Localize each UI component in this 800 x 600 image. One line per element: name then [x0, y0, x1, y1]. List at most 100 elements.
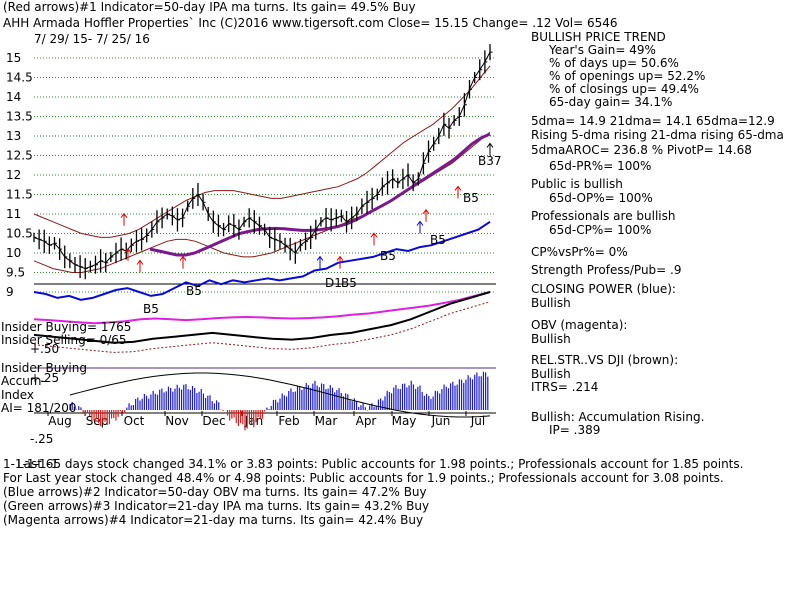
lower-band-line: [33, 131, 491, 273]
price-close-line: [33, 51, 491, 270]
insider-buying-count: Insider Buying= 1765: [1, 320, 132, 334]
closing-power-label: CLOSING POWER (blue):: [531, 282, 676, 296]
prof-title: Professionals are bullish: [531, 209, 676, 223]
month-label: Dec: [202, 414, 225, 428]
closing-power-line: [33, 220, 491, 301]
month-label: Jun: [431, 414, 451, 428]
years-gain: Year's Gain= 49%: [549, 43, 656, 57]
annotation-label: B5: [463, 191, 479, 205]
signal-arrow-head: [136, 259, 144, 265]
insider-selling-count: Insider Selling= 0/65: [1, 333, 127, 347]
cp-vs-pr: CP%vsPr%= 0%: [531, 245, 628, 259]
public-title: Public is bullish: [531, 177, 623, 191]
relative-strength-line: [33, 291, 491, 344]
footer-line-5: (Magenta arrows)#4 Indicator=21-day ma t…: [3, 513, 424, 527]
pct-closings-up: % of closings up= 49.4%: [549, 82, 699, 96]
accumulation-ma-curve: [69, 372, 491, 418]
pr-line: 65d-PR%= 100%: [549, 159, 652, 173]
relstr-status: Bullish: [531, 367, 571, 381]
relstr-label: REL.STR..VS DJI (brown):: [531, 353, 679, 367]
y-tick-label: 12: [6, 168, 21, 182]
month-label: Apr: [356, 414, 377, 428]
signal-arrows: [120, 142, 494, 273]
month-label: Oct: [124, 414, 145, 428]
footer-line-2: For Last year stock changed 48.4% or 4.9…: [3, 471, 724, 485]
axis-label-minus25: -.25: [30, 432, 54, 446]
signal-arrow-head: [454, 185, 462, 191]
footer-line-4: (Green arrows)#3 Indicator=21-day IPA ma…: [3, 499, 430, 513]
signal-arrow-head: [124, 247, 132, 254]
dma-line: 5dma= 14.9 21dma= 14.1 65dma=12.9: [531, 114, 775, 128]
y-tick-label: 11: [6, 207, 21, 221]
x-axis-month-labels: Aug Sep Oct Nov Dec Jan Feb Mar Apr May Jun Jul: [47, 411, 485, 428]
strength-line: Strength Profess/Pub= .9: [531, 263, 682, 277]
y-tick-label: 11.5: [6, 188, 33, 202]
upper-band-line: [33, 65, 491, 238]
y-tick-label: 14: [6, 90, 21, 104]
annotation-label: B37: [478, 154, 502, 168]
annotation-label: B5: [143, 302, 159, 316]
pct-openings-up: % of openings up= 52.2%: [549, 69, 706, 83]
ai-label: AI= 181/200: [1, 401, 77, 415]
y-tick-label: 15: [6, 51, 21, 65]
y-tick-label: 9.5: [6, 266, 25, 280]
rising-line: Rising 5-dma rising 21-dma rising 65-dma: [531, 128, 784, 142]
footer-overlap: 1-1-1-1-1: [3, 457, 59, 471]
y-tick-label: 10.5: [6, 227, 33, 241]
signal-arrow-head: [370, 232, 378, 238]
y-tick-label: 13: [6, 129, 21, 143]
accumulation-bars: [69, 371, 489, 431]
itrs-value: ITRS= .214: [531, 380, 599, 394]
ip-value: IP= .389: [549, 423, 601, 437]
obv-label: OBV (magenta):: [531, 318, 628, 332]
obv-status: Bullish: [531, 332, 571, 346]
y-tick-label: 14.5: [6, 71, 33, 85]
month-label: Jul: [470, 414, 485, 428]
trend-title: BULLISH PRICE TREND: [531, 30, 666, 44]
y-tick-label: 13.5: [6, 110, 33, 124]
annotation-label: B5: [341, 276, 357, 290]
y-tick-label: 10: [6, 246, 21, 260]
indicator-line: (Red arrows)#1 Indicator=50-day IPA ma t…: [3, 0, 416, 14]
ma65-line: [149, 132, 491, 257]
signal-arrow-head: [486, 142, 494, 148]
axis-label-plus50: +.50: [30, 342, 60, 356]
month-label: May: [392, 414, 417, 428]
closing-power-status: Bullish: [531, 296, 571, 310]
accum-label: Accum-: [1, 374, 46, 388]
op-line: 65d-OP%= 100%: [549, 191, 653, 205]
month-label: Nov: [165, 414, 188, 428]
index-label: Index: [1, 388, 35, 402]
y-tick-label: 9: [6, 285, 14, 299]
price-grid: [34, 57, 496, 293]
signal-arrow-head: [416, 220, 424, 226]
signal-arrow-head: [422, 208, 430, 215]
pct-days-up: % of days up= 50.6%: [549, 56, 679, 70]
annotation-label: B5: [380, 249, 396, 263]
gain-65: 65-day gain= 34.1%: [549, 95, 673, 109]
signal-arrow-head: [120, 212, 128, 218]
footer-line-3: (Blue arrows)#2 Indicator=50-day OBV ma …: [3, 485, 427, 499]
month-label: Aug: [48, 414, 71, 428]
footer-line-1: Last 65 days stock changed 34.1% or 3.83…: [17, 457, 744, 471]
signal-arrow-head: [336, 255, 344, 261]
insider-buying-label: Insider Buying: [1, 361, 87, 375]
annotation-label: B5: [430, 233, 446, 247]
annotation-label: B5: [186, 284, 202, 298]
cp-line: 65d-CP%= 100%: [549, 223, 652, 237]
annotation-label: D1: [325, 276, 342, 290]
aroc-line: 5dmaAROC= 236.8 % PivotP= 14.68: [531, 143, 752, 157]
date-range: 7/ 29/ 15- 7/ 25/ 16: [34, 32, 150, 46]
signal-arrow-head: [179, 255, 187, 261]
signal-arrow-head: [316, 255, 324, 261]
y-tick-label: 12.5: [6, 149, 33, 163]
obv-line: [33, 291, 491, 325]
axis-label-plus25: +.25: [30, 371, 60, 385]
month-label: Feb: [278, 414, 299, 428]
month-label: Mar: [315, 414, 338, 428]
accumulation-status: Bullish: Accumulation Rising.: [531, 410, 705, 424]
chart-title: AHH Armada Hoffler Properties` Inc (C)20…: [3, 16, 618, 30]
relative-strength-ma-line: [33, 301, 491, 353]
